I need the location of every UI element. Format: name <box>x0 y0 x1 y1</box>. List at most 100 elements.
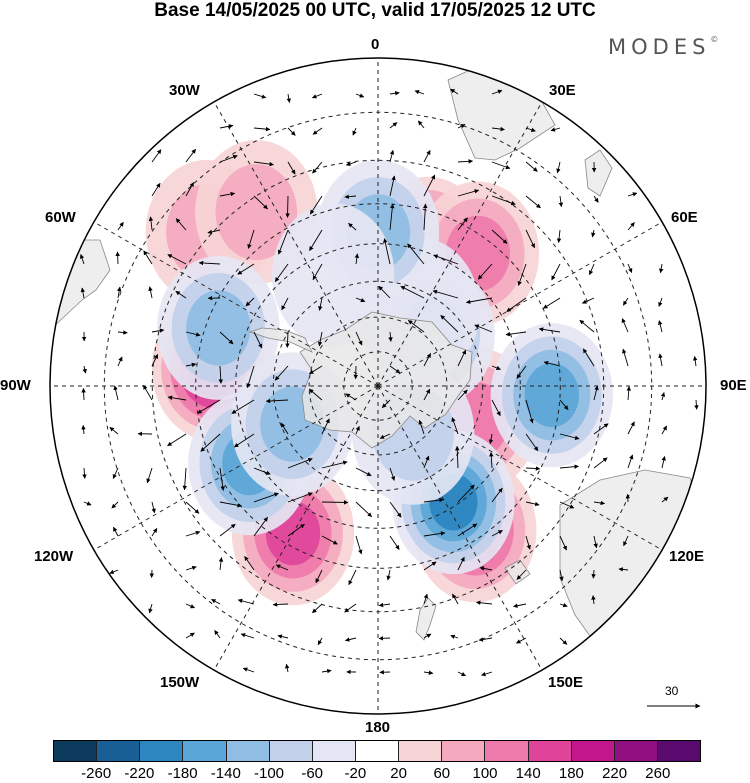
wind-vector <box>253 492 279 503</box>
wind-vector <box>312 161 323 174</box>
wind-vector <box>344 637 357 642</box>
wind-vector <box>83 501 92 506</box>
wind-vector <box>618 567 629 572</box>
wind-vector <box>218 557 224 571</box>
wind-vector <box>407 243 425 265</box>
colorbar-tick-label: -140 <box>210 765 241 782</box>
colorbar-bin <box>614 741 658 761</box>
wind-vector <box>627 222 635 231</box>
wind-vector <box>423 388 431 401</box>
wind-vector <box>491 530 503 537</box>
wind-vector <box>348 222 357 231</box>
wind-vector <box>658 353 663 367</box>
wind-vector <box>80 287 86 299</box>
wind-vector <box>167 254 187 265</box>
wind-vector <box>345 393 357 401</box>
antarctica-landmass <box>299 311 473 449</box>
wind-vector <box>388 331 393 342</box>
land-layer <box>50 69 706 651</box>
wind-vector <box>451 417 459 435</box>
lon-label-120w: 120W <box>34 548 74 565</box>
wind-vector <box>378 602 391 608</box>
wind-vector <box>491 487 503 503</box>
wind-vector <box>253 195 268 210</box>
wind-vector <box>113 526 119 537</box>
negative-anomaly <box>231 352 354 497</box>
wind-vector <box>491 126 505 132</box>
wind-vector <box>423 174 436 197</box>
wind-vector <box>148 286 153 299</box>
wind-vector <box>626 386 632 401</box>
negative-anomaly <box>490 323 613 468</box>
lon-label-30w: 30W <box>169 82 200 99</box>
lon-label-150e: 150E <box>548 674 584 691</box>
wind-vector <box>591 595 596 605</box>
wind-vector <box>457 123 466 129</box>
wind-vector <box>355 501 372 518</box>
wind-vector <box>317 331 323 347</box>
wind-vector <box>207 229 221 235</box>
colorbar-bin <box>399 741 443 761</box>
wind-vector <box>450 88 459 95</box>
wind-vector <box>559 535 567 551</box>
wind-vector <box>113 385 119 401</box>
map-title: Base 14/05/2025 00 UTC, valid 17/05/2025… <box>154 0 596 21</box>
colorbar-tick-label: 100 <box>472 765 498 782</box>
wind-vector <box>111 501 119 509</box>
wind-vector <box>658 297 663 307</box>
wind-vector <box>525 161 538 172</box>
wind-vector <box>185 603 196 609</box>
wind-vector <box>491 161 511 170</box>
wind-vector <box>627 192 638 197</box>
wind-vector <box>579 319 595 333</box>
wind-vector <box>253 516 268 537</box>
colorbar-bin <box>183 741 227 761</box>
wind-vector <box>112 467 119 480</box>
wind-vector <box>182 467 188 491</box>
wind-vector <box>272 602 289 607</box>
wind-vector <box>593 535 598 549</box>
wind-vector <box>433 254 459 265</box>
wind-vector <box>423 455 430 469</box>
wind-vector <box>389 149 395 163</box>
wind-vector <box>82 467 87 479</box>
wind-vector <box>559 637 568 645</box>
wind-vector <box>185 182 194 197</box>
wind-vector <box>457 389 468 401</box>
lon-label-180: 180 <box>365 719 391 736</box>
wind-vector <box>452 593 459 605</box>
wind-vector <box>661 496 669 503</box>
wind-vector <box>457 217 468 231</box>
wind-vector <box>588 263 595 276</box>
colorbar-tick-label: -20 <box>344 765 367 782</box>
wind-vector <box>477 263 493 280</box>
colorbar-tick-label: 220 <box>602 765 628 782</box>
wind-vector <box>465 297 493 305</box>
wind-vector <box>423 531 446 537</box>
wind-vector <box>457 349 467 367</box>
wind-vector <box>593 195 599 203</box>
wind-vector <box>593 385 599 401</box>
wind-vector <box>694 399 699 410</box>
wind-vector <box>281 297 289 311</box>
wind-vector <box>389 535 400 550</box>
wind-vector <box>457 556 465 571</box>
negative-anomaly <box>272 203 395 348</box>
graticule <box>50 58 706 714</box>
wind-vector <box>109 569 119 574</box>
wind-vector <box>622 348 629 367</box>
wind-vector <box>318 297 323 311</box>
wind-vector <box>658 263 664 274</box>
wind-vector <box>309 195 323 215</box>
wind-vector <box>312 603 323 614</box>
colorbar-tick-label: 20 <box>390 765 407 782</box>
wind-vector <box>475 600 493 605</box>
wind-vector <box>185 632 195 639</box>
wind-vector <box>167 433 187 447</box>
wind-vector <box>383 238 391 265</box>
wind-vector <box>117 356 123 367</box>
wind-vector <box>559 464 579 469</box>
wind-vector <box>287 492 313 503</box>
wind-vector <box>117 221 124 231</box>
